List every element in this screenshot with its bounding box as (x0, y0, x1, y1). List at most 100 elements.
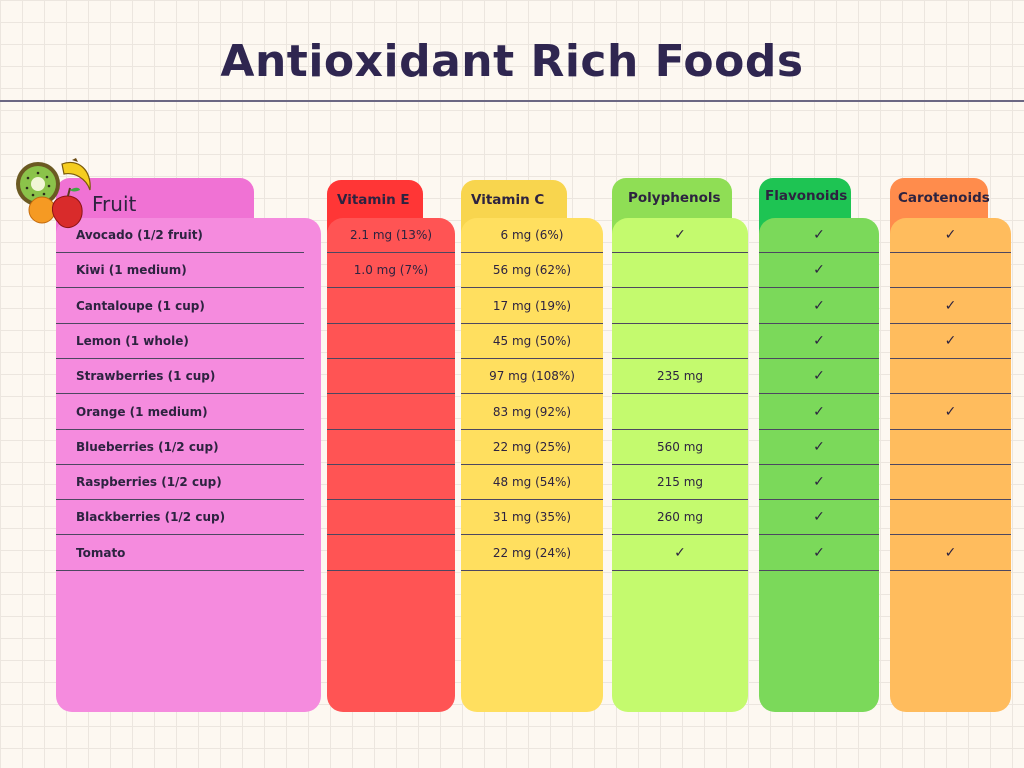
table-cell-flav: ✓ (759, 253, 879, 289)
check-icon: ✓ (813, 262, 825, 279)
column-card-vitE (327, 218, 455, 712)
table-cell-poly: ✓ (612, 536, 748, 571)
table-cell-caro: ✓ (890, 289, 1011, 324)
table-cell-vitC: 48 mg (54%) (461, 465, 603, 501)
check-icon: ✓ (674, 544, 686, 561)
fruit-name-cell: Kiwi (1 medium) (56, 253, 304, 289)
cell-value: 560 mg (656, 439, 704, 454)
check-icon: ✓ (813, 544, 825, 561)
table-cell-poly (612, 289, 748, 324)
column-cells-vitE: 2.1 mg (13%) 1.0 mg (7%) (327, 218, 455, 571)
fruit-name: Orange (1 medium) (76, 404, 208, 419)
cell-value: 31 mg (35%) (492, 510, 572, 525)
table-cell-flav: ✓ (759, 500, 879, 536)
cell-value: 2.1 mg (13%) (349, 228, 433, 242)
fruit-name: Lemon (1 whole) (76, 333, 189, 348)
cell-value: 1.0 mg (7%) (353, 263, 429, 278)
check-icon: ✓ (813, 403, 825, 420)
table-cell-vitC: 31 mg (35%) (461, 500, 603, 536)
column-card-caro (890, 218, 1011, 712)
table-cell-vitC: 97 mg (108%) (461, 359, 603, 395)
fruit-name-cell: Lemon (1 whole) (56, 324, 304, 359)
table-cell-vitE (327, 289, 455, 324)
check-icon: ✓ (813, 368, 825, 385)
fruit-name-cell: Avocado (1/2 fruit) (56, 218, 304, 253)
column-cells-fruit: Avocado (1/2 fruit) Kiwi (1 medium) Cantal… (56, 218, 304, 571)
fruit-name: Cantaloupe (1 cup) (76, 298, 205, 313)
cell-value: 97 mg (108%) (489, 369, 575, 384)
table-cell-flav: ✓ (759, 218, 879, 253)
fruit-name-cell: Tomato (56, 536, 304, 571)
column-card-poly (612, 218, 748, 712)
table-cell-vitE: 2.1 mg (13%) (327, 218, 455, 253)
table-cell-vitC: 83 mg (92%) (461, 395, 603, 430)
cell-value: 17 mg (19%) (492, 298, 572, 313)
table-cell-flav: ✓ (759, 289, 879, 324)
table-cell-caro (890, 465, 1011, 501)
table-cell-poly: 260 mg (612, 500, 748, 536)
fruit-name: Kiwi (1 medium) (76, 263, 187, 278)
table-cell-caro (890, 430, 1011, 465)
cell-value: 22 mg (24%) (492, 545, 572, 560)
table-cell-poly (612, 324, 748, 359)
column-card-flav (759, 218, 879, 712)
fruit-cluster-icon (16, 158, 91, 229)
column-cells-flav: ✓ ✓ ✓ ✓ ✓ ✓ ✓ ✓ ✓ ✓ (759, 218, 879, 571)
table-cell-vitC: 6 mg (6%) (461, 218, 603, 253)
table-cell-caro: ✓ (890, 395, 1011, 430)
page-title: Antioxidant Rich Foods (220, 36, 804, 87)
check-icon: ✓ (944, 544, 957, 561)
fruit-name-cell: Cantaloupe (1 cup) (56, 289, 304, 324)
fruit-name: Blackberries (1/2 cup) (76, 510, 226, 525)
table-cell-poly: 560 mg (612, 430, 748, 465)
table-cell-flav: ✓ (759, 430, 879, 465)
column-cells-vitC: 6 mg (6%) 56 mg (62%) 17 mg (19%) 45 mg (50… (461, 218, 603, 571)
column-card-vitC (461, 218, 603, 712)
column-card-fruit (56, 218, 321, 712)
table-cell-vitC: 22 mg (24%) (461, 536, 603, 571)
table-cell-flav: ✓ (759, 536, 879, 571)
table-cell-flav: ✓ (759, 359, 879, 395)
table-cell-caro: ✓ (890, 536, 1011, 571)
table-cell-poly (612, 395, 748, 430)
fruit-name: Avocado (1/2 fruit) (76, 228, 203, 242)
fruit-name-cell: Orange (1 medium) (56, 395, 304, 430)
table-cell-vitE (327, 536, 455, 571)
column-cells-poly: ✓ 235 mg 560 mg 215 mg 260 mg ✓ (612, 218, 748, 571)
table-cell-vitE (327, 395, 455, 430)
fruit-name: Blueberries (1/2 cup) (76, 439, 219, 454)
fruit-name-cell: Blackberries (1/2 cup) (56, 500, 304, 536)
cell-value: 48 mg (54%) (492, 475, 572, 490)
fruit-name-cell: Strawberries (1 cup) (56, 359, 304, 395)
table-cell-caro: ✓ (890, 218, 1011, 253)
check-icon: ✓ (813, 509, 825, 526)
table-cell-vitC: 22 mg (25%) (461, 430, 603, 465)
table-cell-vitC: 45 mg (50%) (461, 324, 603, 359)
column-cells-caro: ✓ ✓ ✓ ✓ ✓ (890, 218, 1011, 571)
check-icon: ✓ (813, 332, 825, 349)
fruit-name: Strawberries (1 cup) (76, 369, 216, 384)
table-cell-poly: ✓ (612, 218, 748, 253)
cell-value: 56 mg (62%) (492, 263, 572, 278)
check-icon: ✓ (674, 227, 686, 243)
table-cell-poly (612, 253, 748, 289)
table-cell-poly: 215 mg (612, 465, 748, 501)
table-cell-vitE (327, 324, 455, 359)
check-icon: ✓ (944, 332, 957, 349)
table-cell-vitE (327, 465, 455, 501)
table-cell-flav: ✓ (759, 324, 879, 359)
cell-value: 215 mg (656, 475, 704, 490)
check-icon: ✓ (944, 297, 957, 314)
table-cell-vitC: 56 mg (62%) (461, 253, 603, 289)
cell-value: 45 mg (50%) (492, 333, 572, 348)
check-icon: ✓ (944, 403, 957, 420)
table-cell-caro (890, 500, 1011, 536)
table-cell-poly: 235 mg (612, 359, 748, 395)
check-icon: ✓ (944, 227, 957, 243)
table-cell-flav: ✓ (759, 395, 879, 430)
fruit-name-cell: Blueberries (1/2 cup) (56, 430, 304, 465)
table-cell-vitE (327, 359, 455, 395)
table-cell-caro (890, 253, 1011, 289)
check-icon: ✓ (813, 438, 825, 455)
fruit-name: Raspberries (1/2 cup) (76, 475, 222, 490)
